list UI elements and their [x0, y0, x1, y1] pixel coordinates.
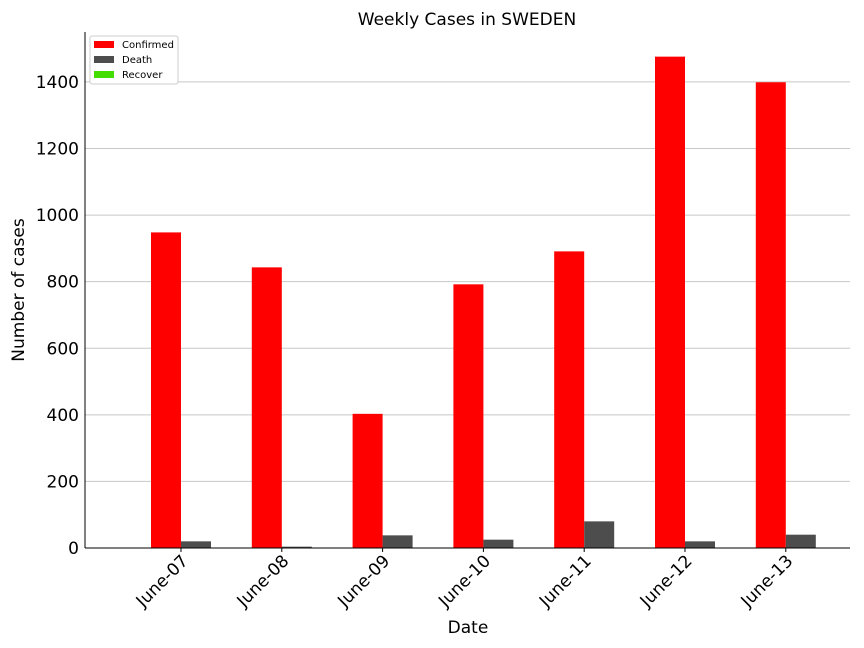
bar-confirmed-june-07 [151, 232, 181, 548]
y-tick-label: 400 [47, 406, 79, 426]
legend-label-recover: Recover [122, 70, 163, 81]
bar-confirmed-june-12 [655, 56, 685, 549]
legend-label-confirmed: Confirmed [122, 40, 174, 51]
x-tick-label: June-12 [636, 551, 697, 612]
bar-death-june-09 [382, 535, 413, 548]
y-tick-labels: 0 200 400 600 800 1000 1200 1400 [36, 73, 79, 559]
x-tick-label: June-09 [333, 551, 394, 612]
chart-title: Weekly Cases in SWEDEN [358, 10, 576, 30]
bar-death-june-13 [785, 534, 816, 548]
x-tick-labels: June-07 June-08 June-09 June-10 June-11 June-… [132, 548, 797, 612]
legend-swatch-confirmed [94, 41, 114, 48]
bar-death-june-07 [181, 541, 211, 548]
bar-confirmed-june-09 [352, 413, 383, 548]
bars [151, 56, 816, 549]
legend-swatch-recover [94, 71, 114, 78]
bar-confirmed-june-08 [251, 267, 282, 548]
x-tick-label: June-10 [434, 551, 495, 612]
y-tick-label: 1400 [36, 73, 79, 93]
legend-swatch-death [94, 56, 114, 63]
x-tick-label: June-07 [132, 551, 193, 612]
x-tick-label: June-11 [535, 551, 596, 612]
legend-label-death: Death [122, 55, 152, 66]
y-tick-label: 800 [47, 273, 79, 293]
x-tick-label: June-08 [233, 551, 294, 612]
bar-death-june-12 [685, 541, 715, 548]
bar-confirmed-june-11 [554, 251, 585, 548]
bar-confirmed-june-13 [755, 82, 786, 549]
legend: Confirmed Death Recover [89, 35, 179, 85]
bar-confirmed-june-10 [453, 284, 484, 548]
y-tick-label: 600 [47, 339, 79, 359]
bar-death-june-11 [584, 521, 615, 548]
x-axis-label: Date [448, 618, 489, 638]
y-tick-label: 1200 [36, 140, 79, 160]
y-tick-label: 0 [68, 539, 79, 559]
y-axis-label: Number of cases [9, 218, 29, 362]
y-tick-label: 200 [47, 472, 79, 492]
y-tick-label: 1000 [36, 206, 79, 226]
bar-death-june-08 [281, 546, 312, 548]
x-tick-label: June-13 [737, 551, 798, 612]
bar-death-june-10 [483, 539, 514, 548]
